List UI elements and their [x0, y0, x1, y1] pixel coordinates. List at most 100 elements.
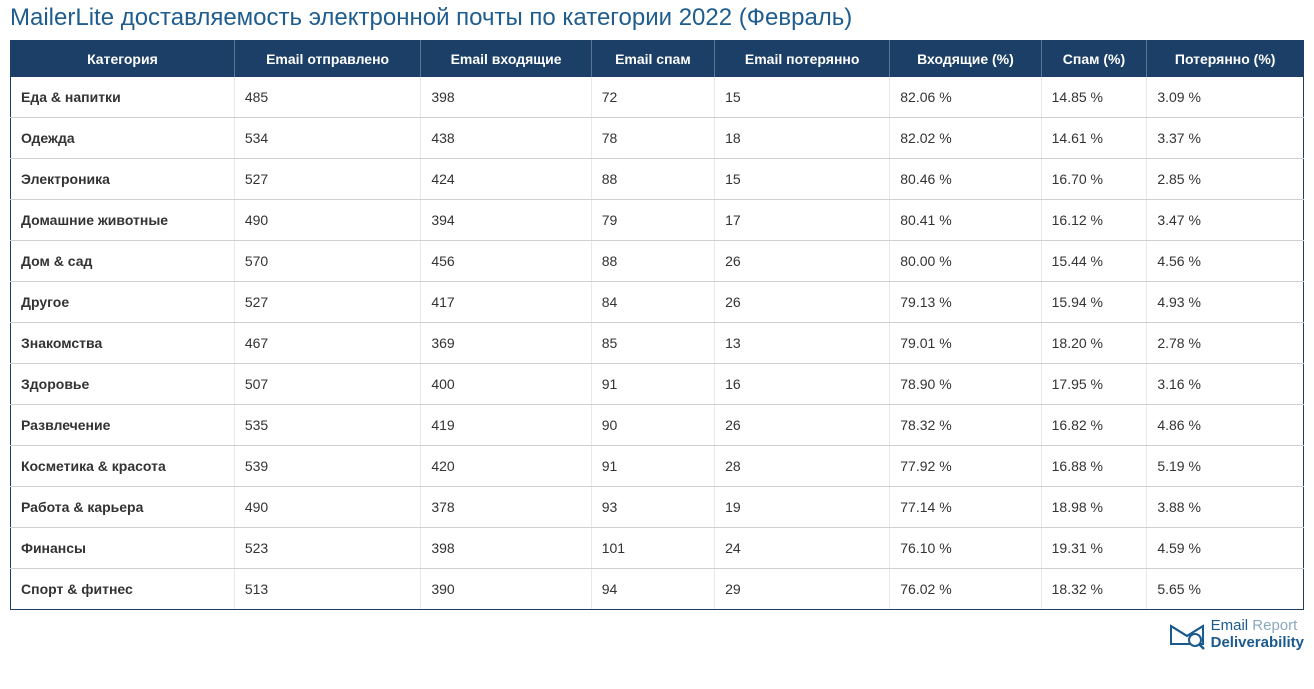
value-cell: 82.02 % [890, 118, 1041, 159]
value-cell: 28 [715, 446, 890, 487]
value-cell: 18.98 % [1041, 487, 1147, 528]
logo-line2: Deliverability [1211, 635, 1304, 652]
value-cell: 80.41 % [890, 200, 1041, 241]
value-cell: 101 [591, 528, 714, 569]
value-cell: 2.85 % [1147, 159, 1304, 200]
value-cell: 394 [421, 200, 591, 241]
logo-report-word: Report [1248, 617, 1297, 634]
value-cell: 26 [715, 282, 890, 323]
category-cell: Домашние животные [11, 200, 235, 241]
value-cell: 84 [591, 282, 714, 323]
logo-email-word: Email [1211, 617, 1249, 634]
value-cell: 13 [715, 323, 890, 364]
value-cell: 16 [715, 364, 890, 405]
value-cell: 527 [234, 159, 420, 200]
value-cell: 94 [591, 569, 714, 610]
value-cell: 16.70 % [1041, 159, 1147, 200]
value-cell: 15 [715, 159, 890, 200]
category-cell: Косметика & красота [11, 446, 235, 487]
value-cell: 17 [715, 200, 890, 241]
category-cell: Финансы [11, 528, 235, 569]
value-cell: 18 [715, 118, 890, 159]
category-cell: Спорт & фитнес [11, 569, 235, 610]
table-row: Здоровье507400911678.90 %17.95 %3.16 % [11, 364, 1304, 405]
value-cell: 419 [421, 405, 591, 446]
value-cell: 80.00 % [890, 241, 1041, 282]
value-cell: 420 [421, 446, 591, 487]
logo-line1: Email Report [1211, 618, 1304, 635]
table-header-cell: Спам (%) [1041, 41, 1147, 78]
value-cell: 91 [591, 446, 714, 487]
value-cell: 513 [234, 569, 420, 610]
value-cell: 400 [421, 364, 591, 405]
value-cell: 369 [421, 323, 591, 364]
value-cell: 90 [591, 405, 714, 446]
category-cell: Знакомства [11, 323, 235, 364]
category-cell: Электроника [11, 159, 235, 200]
value-cell: 417 [421, 282, 591, 323]
value-cell: 398 [421, 528, 591, 569]
category-cell: Другое [11, 282, 235, 323]
table-row: Одежда534438781882.02 %14.61 %3.37 % [11, 118, 1304, 159]
value-cell: 539 [234, 446, 420, 487]
logo-text: Email Report Deliverability [1211, 618, 1304, 651]
value-cell: 5.65 % [1147, 569, 1304, 610]
table-header-row: КатегорияEmail отправленоEmail входящиеE… [11, 41, 1304, 78]
value-cell: 527 [234, 282, 420, 323]
value-cell: 26 [715, 241, 890, 282]
table-row: Дом & сад570456882680.00 %15.44 %4.56 % [11, 241, 1304, 282]
value-cell: 18.20 % [1041, 323, 1147, 364]
table-row: Другое527417842679.13 %15.94 %4.93 % [11, 282, 1304, 323]
table-row: Работа & карьера490378931977.14 %18.98 %… [11, 487, 1304, 528]
category-cell: Еда & напитки [11, 77, 235, 118]
value-cell: 378 [421, 487, 591, 528]
value-cell: 390 [421, 569, 591, 610]
value-cell: 4.86 % [1147, 405, 1304, 446]
value-cell: 19 [715, 487, 890, 528]
table-row: Домашние животные490394791780.41 %16.12 … [11, 200, 1304, 241]
value-cell: 535 [234, 405, 420, 446]
value-cell: 523 [234, 528, 420, 569]
value-cell: 3.16 % [1147, 364, 1304, 405]
table-row: Косметика & красота539420912877.92 %16.8… [11, 446, 1304, 487]
value-cell: 78.90 % [890, 364, 1041, 405]
value-cell: 14.61 % [1041, 118, 1147, 159]
value-cell: 4.59 % [1147, 528, 1304, 569]
value-cell: 15.94 % [1041, 282, 1147, 323]
value-cell: 79 [591, 200, 714, 241]
table-row: Знакомства467369851379.01 %18.20 %2.78 % [11, 323, 1304, 364]
value-cell: 85 [591, 323, 714, 364]
category-cell: Развлечение [11, 405, 235, 446]
value-cell: 78 [591, 118, 714, 159]
value-cell: 80.46 % [890, 159, 1041, 200]
table-header-cell: Email входящие [421, 41, 591, 78]
table-header-cell: Email потерянно [715, 41, 890, 78]
table-row: Финансы5233981012476.10 %19.31 %4.59 % [11, 528, 1304, 569]
value-cell: 3.88 % [1147, 487, 1304, 528]
value-cell: 24 [715, 528, 890, 569]
value-cell: 91 [591, 364, 714, 405]
value-cell: 485 [234, 77, 420, 118]
value-cell: 467 [234, 323, 420, 364]
value-cell: 79.13 % [890, 282, 1041, 323]
table-header-cell: Email отправлено [234, 41, 420, 78]
table-row: Развлечение535419902678.32 %16.82 %4.86 … [11, 405, 1304, 446]
category-cell: Дом & сад [11, 241, 235, 282]
value-cell: 507 [234, 364, 420, 405]
value-cell: 93 [591, 487, 714, 528]
value-cell: 15.44 % [1041, 241, 1147, 282]
value-cell: 534 [234, 118, 420, 159]
value-cell: 18.32 % [1041, 569, 1147, 610]
page-title: MailerLite доставляемость электронной по… [10, 4, 1304, 32]
category-cell: Работа & карьера [11, 487, 235, 528]
value-cell: 15 [715, 77, 890, 118]
value-cell: 2.78 % [1147, 323, 1304, 364]
value-cell: 3.47 % [1147, 200, 1304, 241]
table-row: Еда & напитки485398721582.06 %14.85 %3.0… [11, 77, 1304, 118]
table-header-cell: Email спам [591, 41, 714, 78]
value-cell: 4.93 % [1147, 282, 1304, 323]
value-cell: 82.06 % [890, 77, 1041, 118]
value-cell: 16.88 % [1041, 446, 1147, 487]
value-cell: 5.19 % [1147, 446, 1304, 487]
table-body: Еда & напитки485398721582.06 %14.85 %3.0… [11, 77, 1304, 610]
